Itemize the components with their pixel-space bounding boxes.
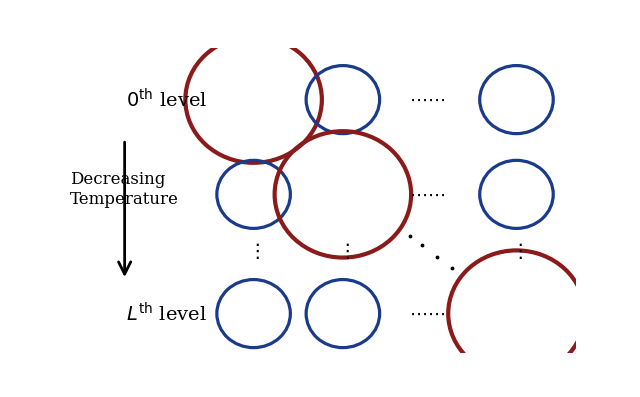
Text: $L^{\mathrm{th}}$ level: $L^{\mathrm{th}}$ level <box>126 302 207 325</box>
Text: $0^{\mathrm{th}}$ level: $0^{\mathrm{th}}$ level <box>126 88 207 111</box>
Text: $\vdots$: $\vdots$ <box>510 241 523 261</box>
Text: $\cdots\cdots$: $\cdots\cdots$ <box>409 304 445 323</box>
Text: $\vdots$: $\vdots$ <box>247 241 260 261</box>
Text: $\vdots$: $\vdots$ <box>337 241 349 261</box>
Text: $\cdots\cdots$: $\cdots\cdots$ <box>409 91 445 109</box>
Text: Decreasing
Temperature: Decreasing Temperature <box>70 172 179 208</box>
Text: $\cdots\cdots$: $\cdots\cdots$ <box>409 185 445 203</box>
